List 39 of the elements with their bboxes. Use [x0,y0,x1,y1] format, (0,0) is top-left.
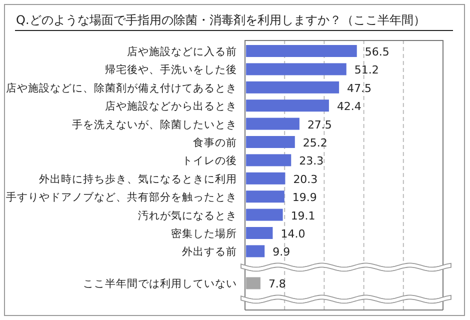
data-label: 42.4 [336,100,362,114]
y-tick-label: ここ半年間では利用していない [83,277,237,290]
data-label: 27.5 [307,118,332,132]
data-label: 9.9 [272,246,290,259]
y-tick-label: 店や施設などに入る前 [127,45,237,58]
data-label: 20.3 [293,172,318,186]
y-tick-label: 手を洗えないが、除菌したいとき [72,118,237,131]
y-tick-label: 汚れが気になるとき [138,210,237,222]
bar [246,208,283,221]
y-tick-label: 食事の前 [193,136,237,149]
data-label: 14.0 [280,228,306,240]
data-label: 56.5 [364,46,390,58]
bar [246,172,286,184]
y-tick-label: 帰宅後や、手洗いをした後 [105,63,237,76]
data-label: 23.3 [299,154,324,168]
bar [246,63,346,76]
bar [246,227,273,239]
data-label: 51.2 [354,64,379,77]
data-label: 47.5 [347,82,372,95]
data-label: 25.2 [302,136,328,150]
bar [246,154,292,166]
bar [246,136,295,148]
y-tick-label: 手すりやドアノブなど、共有部分を触ったとき [6,190,237,204]
data-label: 19.1 [290,209,316,222]
data-label: 7.8 [268,278,286,291]
y-tick-label: 外出時に持ち歩き、気になるときに利用 [39,172,237,186]
bar [246,118,300,130]
y-tick-label: 外出する前 [182,245,237,258]
y-tick-label: 密集した場所 [171,227,237,240]
y-tick-label: 店や施設などに、除菌剤が備え付けてあるとき [6,81,237,94]
bar [246,100,329,112]
bar [246,81,340,94]
bar [246,245,265,258]
y-tick-label: 店や施設などから出るとき [105,100,237,113]
data-label: 19.9 [292,191,317,204]
bar [246,190,284,203]
y-tick-label: トイレの後 [182,155,237,168]
bar [246,45,357,57]
chart-title: Q.どのような場面で手指用の除菌・消毒剤を利用しますか？（ここ半年間） [16,13,426,27]
